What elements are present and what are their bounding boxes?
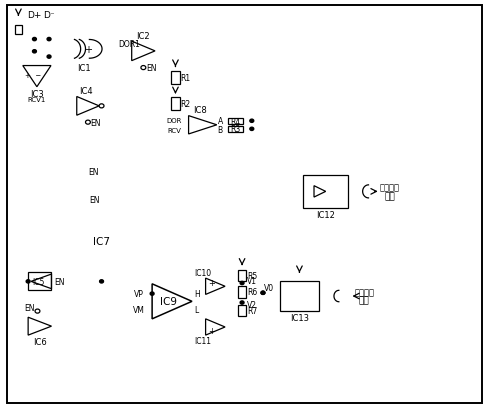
Circle shape <box>261 292 264 294</box>
Text: L: L <box>194 305 199 314</box>
Text: DOR1: DOR1 <box>118 40 140 49</box>
Text: 激光: 激光 <box>384 191 394 200</box>
Bar <box>227 118 242 125</box>
Text: IC7: IC7 <box>93 236 110 246</box>
Text: VM: VM <box>132 305 144 314</box>
Circle shape <box>261 292 264 294</box>
Bar <box>227 126 242 133</box>
Circle shape <box>47 38 51 42</box>
Text: IC3: IC3 <box>30 90 43 99</box>
Text: R1: R1 <box>180 74 190 83</box>
Text: RCV: RCV <box>167 128 181 133</box>
Text: （接收）: （接收） <box>353 288 373 297</box>
Bar <box>238 270 245 282</box>
Text: IC2: IC2 <box>136 31 150 40</box>
Text: R6: R6 <box>247 288 257 297</box>
Text: H: H <box>194 290 199 299</box>
Bar <box>238 287 245 298</box>
Text: +: + <box>207 279 214 288</box>
Text: 激光: 激光 <box>358 296 369 305</box>
Text: EN: EN <box>54 277 64 286</box>
Text: IC6: IC6 <box>33 337 46 346</box>
Text: EN: EN <box>89 196 100 205</box>
Text: IC8: IC8 <box>193 106 207 115</box>
Text: +: + <box>207 326 214 335</box>
Bar <box>28 273 51 291</box>
Bar <box>170 72 180 85</box>
Circle shape <box>249 128 253 131</box>
Text: R4: R4 <box>230 118 241 127</box>
Text: V1: V1 <box>246 276 256 285</box>
Text: IC13: IC13 <box>289 313 308 322</box>
Circle shape <box>100 280 103 283</box>
Text: IC4: IC4 <box>79 87 92 96</box>
Text: D+: D+ <box>27 11 41 20</box>
Text: V0: V0 <box>263 284 273 293</box>
Circle shape <box>240 301 244 304</box>
Circle shape <box>26 280 30 283</box>
Bar <box>238 305 245 317</box>
Circle shape <box>47 56 51 59</box>
Text: R3: R3 <box>230 124 241 133</box>
Text: EN: EN <box>88 168 99 177</box>
Text: EN: EN <box>24 303 35 312</box>
Text: R5: R5 <box>247 272 257 281</box>
Circle shape <box>240 282 244 285</box>
Text: R2: R2 <box>180 100 190 109</box>
Text: D⁻: D⁻ <box>43 11 55 20</box>
Circle shape <box>32 51 36 54</box>
Text: RCV1: RCV1 <box>28 97 46 103</box>
Text: V2: V2 <box>246 301 256 310</box>
Text: A: A <box>217 117 223 126</box>
Circle shape <box>150 292 154 296</box>
Circle shape <box>32 38 36 42</box>
Text: IC9: IC9 <box>160 297 177 307</box>
Bar <box>302 175 347 209</box>
Text: IC1: IC1 <box>78 63 91 72</box>
Bar <box>279 282 319 311</box>
Text: IC12: IC12 <box>315 211 334 220</box>
Text: IC5: IC5 <box>32 277 45 286</box>
Text: （发射）: （发射） <box>379 183 399 192</box>
Text: B: B <box>217 126 223 135</box>
Circle shape <box>249 120 253 123</box>
Text: +  −: + − <box>24 73 41 79</box>
Bar <box>15 26 22 35</box>
Text: +: + <box>84 45 92 55</box>
Text: VP: VP <box>133 290 143 299</box>
Text: DOR: DOR <box>166 117 182 124</box>
Text: R7: R7 <box>247 306 257 315</box>
Text: IC11: IC11 <box>194 337 211 346</box>
Bar <box>170 98 180 111</box>
Text: EN: EN <box>90 118 101 127</box>
Text: EN: EN <box>145 64 156 73</box>
Text: IC10: IC10 <box>194 268 211 277</box>
